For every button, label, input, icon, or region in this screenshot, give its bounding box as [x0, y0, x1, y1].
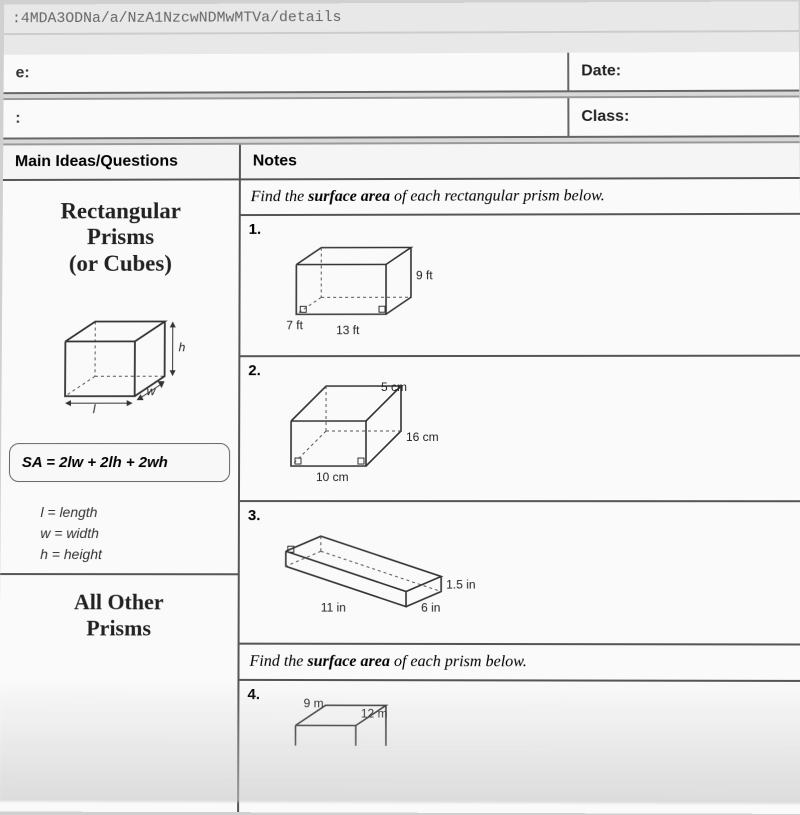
variable-legend: l = length w = width h = height	[0, 494, 238, 573]
l-label: l	[93, 402, 96, 416]
problem-4-number: 4.	[247, 686, 260, 703]
legend-h: h = height	[40, 544, 198, 565]
date-label: Date:	[569, 52, 799, 90]
problem-1-number: 1.	[249, 221, 261, 238]
p2-dim-w: 16 cm	[406, 430, 439, 444]
problem-4-diagram: 9 m 12 m	[265, 695, 486, 746]
p3-dim-h: 1.5 in	[446, 577, 475, 591]
header-row-1: e: Date:	[4, 52, 800, 94]
instr1-pre: Find the	[251, 188, 308, 205]
header-row-2: : Class:	[3, 97, 799, 139]
p1-dim-h: 9 ft	[416, 268, 433, 282]
legend-w: w = width	[40, 523, 198, 544]
title2-line-1: All Other	[74, 589, 164, 614]
problem-2: 2. 5 cm 16 cm 10 cm	[240, 357, 800, 503]
problem-3-diagram: 1.5 in 6 in 11 in	[266, 516, 497, 632]
problem-1-diagram: 9 ft 7 ft 13 ft	[266, 229, 466, 344]
main-content: Main Ideas/Questions Rectangular Prisms …	[0, 143, 800, 814]
p4-dim-2: 12 m	[361, 706, 388, 720]
problem-3: 3. 1.5 in 6 in 11 in	[240, 502, 800, 645]
instr1-bold: surface area	[308, 188, 390, 205]
instr2-post: of each prism below.	[390, 653, 527, 670]
p2-dim-h: 5 cm	[381, 380, 407, 394]
formula-text: SA = 2lw + 2lh + 2wh	[22, 454, 168, 471]
p1-dim-w: 7 ft	[286, 318, 303, 332]
reference-prism-diagram: h l w	[1, 287, 238, 432]
w-label: w	[147, 384, 157, 398]
instr2-bold: surface area	[307, 653, 390, 670]
problem-1: 1. 9 ft 7 ft 13 ft	[240, 215, 800, 357]
class-label: Class:	[569, 97, 799, 135]
title-line-3: (or Cubes)	[69, 251, 172, 276]
p3-dim-l: 11 in	[321, 600, 346, 614]
worksheet: e: Date: : Class: Main Ideas/Questions R…	[0, 32, 800, 814]
title-line-1: Rectangular	[60, 198, 180, 223]
h-label: h	[179, 341, 186, 355]
legend-l: l = length	[40, 502, 198, 523]
section-1-title: Rectangular Prisms (or Cubes)	[2, 180, 239, 287]
instruction-1: Find the surface area of each rectangula…	[241, 179, 800, 216]
problem-2-number: 2.	[248, 362, 261, 379]
instr2-pre: Find the	[250, 653, 308, 670]
right-col-header: Notes	[241, 143, 800, 180]
problem-2-diagram: 5 cm 16 cm 10 cm	[266, 371, 486, 489]
instr1-post: of each rectangular prism below.	[390, 187, 605, 204]
section-2-title: All Other Prisms	[0, 573, 238, 648]
problem-3-number: 3.	[248, 507, 261, 524]
p1-dim-l: 13 ft	[336, 323, 360, 337]
title2-line-2: Prisms	[86, 615, 151, 640]
name-field-label: e:	[4, 53, 570, 92]
p3-dim-w: 6 in	[421, 601, 440, 615]
formula-box: SA = 2lw + 2lh + 2wh	[9, 443, 230, 482]
url-bar: :4MDA3ODNa/a/NzA1NzcwNDMwMTVa/details	[4, 1, 799, 35]
title-line-2: Prisms	[87, 225, 154, 250]
prism-svg: h l w	[45, 302, 195, 422]
p2-dim-l: 10 cm	[316, 470, 349, 484]
topic-field-label: :	[3, 98, 569, 137]
p4-dim-1: 9 m	[304, 696, 324, 710]
problem-4: 4. 9 m 12 m	[239, 681, 800, 814]
left-column: Main Ideas/Questions Rectangular Prisms …	[0, 145, 241, 812]
url-text: :4MDA3ODNa/a/NzA1NzcwNDMwMTVa/details	[12, 9, 342, 27]
page-container: :4MDA3ODNa/a/NzA1NzcwNDMwMTVa/details e:…	[0, 1, 800, 803]
right-column: Notes Find the surface area of each rect…	[239, 143, 800, 814]
left-col-header: Main Ideas/Questions	[3, 145, 239, 181]
instruction-2: Find the surface area of each prism belo…	[239, 645, 800, 682]
